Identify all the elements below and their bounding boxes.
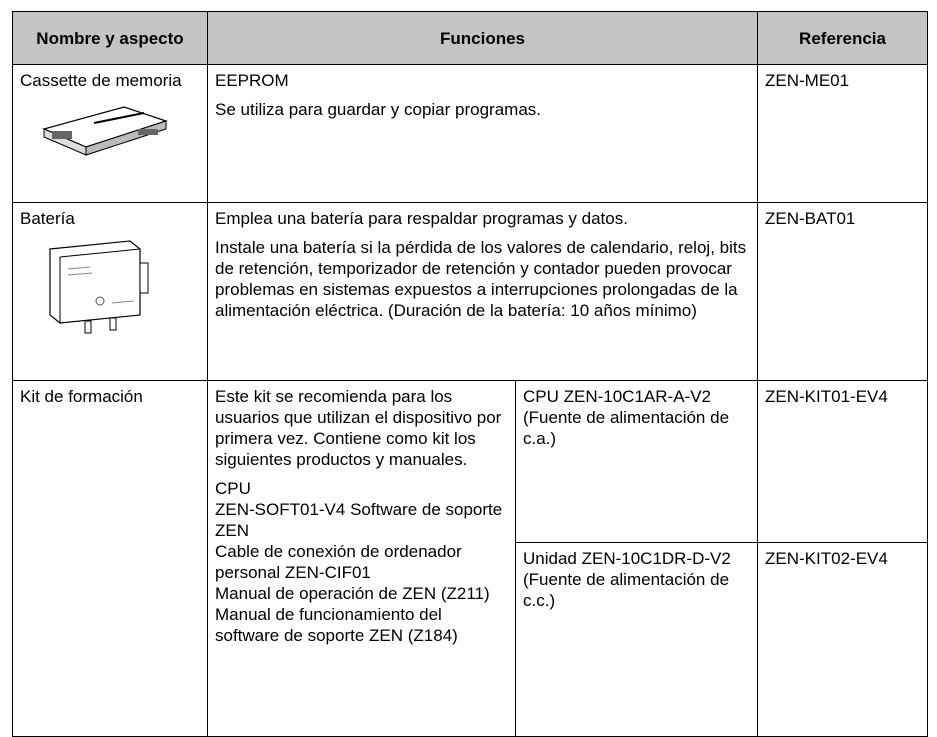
variant-cell: Unidad ZEN-10C1DR-D-V2 (Fuente de alimen…	[514, 542, 759, 737]
battery-image	[49, 240, 149, 334]
header-cell: Funciones	[206, 11, 759, 65]
name-cell: Cassette de memoria	[12, 64, 208, 203]
reference-cell: ZEN-ME01	[757, 64, 929, 203]
function-text: EEPROM	[215, 71, 289, 90]
function-text: Este kit se recomienda para los usuarios…	[215, 387, 502, 469]
row: Kit de formación Este kit se recomienda …	[12, 380, 929, 737]
function-text: Emplea una batería para respaldar progra…	[215, 209, 628, 228]
memory-cassette-image	[42, 106, 168, 156]
function-text: Manual de funcionamiento del software de…	[215, 605, 458, 645]
functions-cell: Emplea una batería para respaldar progra…	[206, 202, 759, 381]
function-text: Manual de operación de ZEN (Z211)	[215, 584, 490, 603]
header-row: Nombre y aspecto Funciones Referencia	[12, 11, 929, 65]
variant-cell: CPU ZEN-10C1AR-A-V2 (Fuente de alimentac…	[514, 380, 759, 543]
function-text: Cable de conexión de ordenador personal …	[215, 542, 462, 582]
name-cell: Kit de formación	[12, 380, 208, 737]
function-text: Se utiliza para guardar y copiar program…	[215, 100, 541, 119]
function-text: ZEN-SOFT01-V4 Software de soporte ZEN	[215, 500, 503, 540]
row: Cassette de memoria EEPROM Se utiliza pa…	[12, 64, 929, 203]
reference-cell: ZEN-KIT02-EV4	[757, 542, 929, 737]
reference-cell: ZEN-KIT01-EV4	[757, 380, 929, 543]
row: Batería Emplea una batería para respalda…	[12, 202, 929, 381]
name: Cassette de memoria	[20, 71, 182, 90]
accessories-table: Nombre y aspecto Funciones Referencia Ca…	[12, 11, 929, 737]
header-cell: Referencia	[757, 11, 929, 65]
name: Batería	[20, 209, 75, 228]
functions-cell: EEPROM Se utiliza para guardar y copiar …	[206, 64, 759, 203]
row: Unidad ZEN-10C1DR-D-V2 (Fuente de alimen…	[13, 542, 929, 737]
reference-cell: ZEN-BAT01	[757, 202, 929, 381]
functions-cell: Este kit se recomienda para los usuarios…	[207, 380, 516, 737]
function-text: Instale una batería si la pérdida de los…	[215, 238, 747, 320]
name-cell: Batería	[12, 202, 208, 381]
header-cell: Nombre y aspecto	[12, 11, 208, 65]
function-text: CPU	[215, 479, 251, 498]
